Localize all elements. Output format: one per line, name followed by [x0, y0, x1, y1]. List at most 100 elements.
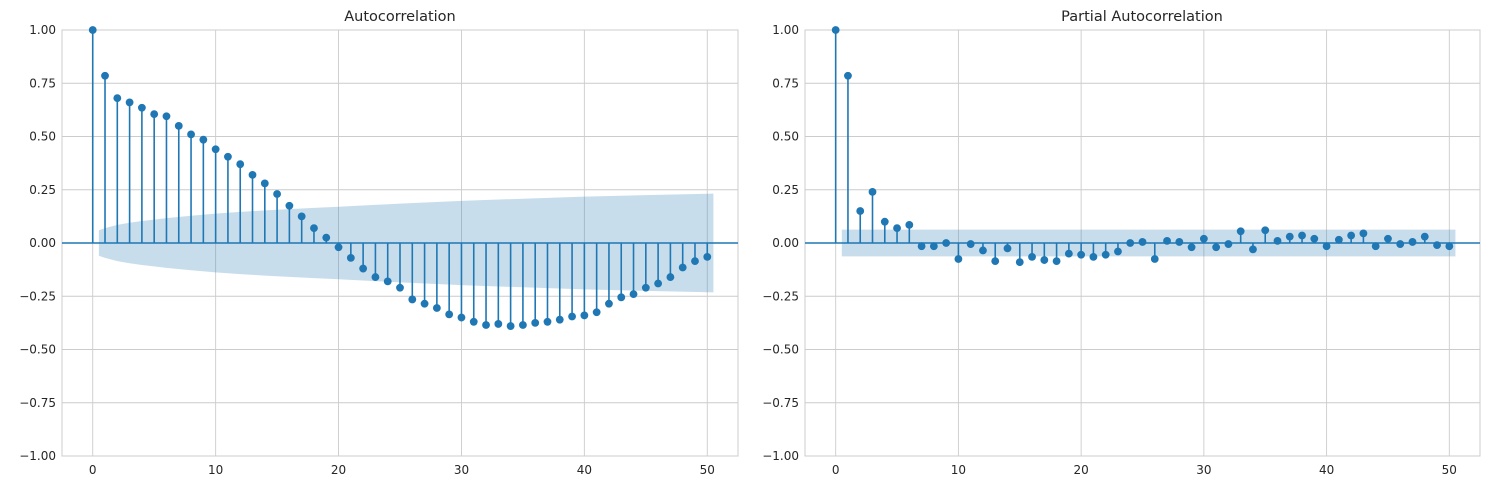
pacf-point-lag-3 — [868, 187, 877, 196]
acf-point-lag-2 — [113, 94, 122, 103]
acf-y-tick-label: −0.25 — [19, 289, 56, 303]
pacf-point-lag-47 — [1408, 238, 1417, 246]
acf-point-lag-33 — [494, 320, 503, 328]
acf-point-lag-37 — [543, 317, 552, 326]
pacf-point-lag-25 — [1138, 238, 1147, 246]
pacf-y-tick-label: −0.75 — [762, 396, 799, 410]
pacf-point-lag-45 — [1384, 234, 1392, 243]
acf-point-lag-11 — [224, 152, 232, 161]
pacf-point-lag-1 — [844, 71, 852, 80]
acf-y-tick-label: 0.25 — [29, 183, 56, 197]
pacf-point-lag-6 — [905, 220, 914, 229]
acf-x-tick-label: 20 — [331, 463, 346, 477]
pacf-y-tick-label: −0.50 — [762, 343, 799, 357]
pacf-point-lag-4 — [880, 217, 889, 226]
pacf-point-lag-42 — [1347, 231, 1356, 240]
pacf-point-lag-46 — [1396, 240, 1405, 248]
pacf-point-lag-49 — [1433, 241, 1441, 250]
acf-point-lag-38 — [555, 315, 564, 324]
pacf-point-lag-36 — [1273, 236, 1282, 245]
pacf-point-lag-34 — [1249, 245, 1257, 254]
acf-y-tick-label: 0.00 — [29, 236, 56, 250]
acf-point-lag-29 — [445, 310, 454, 319]
acf-point-lag-15 — [273, 190, 281, 198]
acf-point-lag-35 — [519, 321, 527, 329]
pacf-stems — [834, 30, 1451, 263]
acf-point-lag-22 — [359, 264, 368, 273]
pacf-point-lag-37 — [1285, 232, 1294, 241]
pacf-point-lag-40 — [1322, 242, 1331, 251]
acf-point-lag-20 — [334, 243, 343, 252]
pacf-point-lag-7 — [917, 242, 926, 251]
pacf-y-tick-label: 0.25 — [772, 183, 799, 197]
pacf-point-lag-14 — [1003, 244, 1012, 253]
acf-x-tick-label: 40 — [577, 463, 592, 477]
acf-markers — [88, 26, 712, 330]
pacf-point-lag-22 — [1101, 250, 1110, 259]
pacf-point-lag-10 — [954, 255, 963, 263]
pacf-point-lag-48 — [1420, 232, 1429, 241]
pacf-x-tick-label: 10 — [951, 463, 966, 477]
acf-point-lag-42 — [605, 299, 613, 308]
acf-point-lag-34 — [506, 322, 515, 330]
pacf-y-tick-label: 0.75 — [772, 76, 799, 90]
acf-point-lag-32 — [482, 321, 490, 329]
pacf-point-lag-23 — [1114, 247, 1122, 256]
acf-point-lag-44 — [629, 290, 638, 299]
pacf-y-tick-labels: −1.00 −0.75 −0.50 −0.25 0.00 0.25 0.50 0.75 1.00 — [762, 23, 799, 463]
pacf-x-tick-label: 0 — [832, 463, 840, 477]
acf-point-lag-18 — [310, 224, 318, 232]
acf-x-tick-label: 50 — [700, 463, 715, 477]
pacf-point-lag-0 — [831, 26, 840, 34]
acf-point-lag-14 — [260, 179, 269, 188]
acf-point-lag-25 — [396, 283, 404, 292]
acf-y-tick-labels: −1.00 −0.75 −0.50 −0.25 0.00 0.25 0.50 0.75 1.00 — [19, 23, 56, 463]
acf-point-lag-39 — [568, 312, 576, 321]
acf-point-lag-19 — [322, 233, 331, 242]
acf-point-lag-45 — [641, 283, 650, 292]
pacf-point-lag-26 — [1150, 255, 1159, 263]
pacf-point-lag-35 — [1261, 226, 1270, 235]
acf-point-lag-27 — [420, 299, 429, 308]
acf-point-lag-50 — [703, 252, 712, 261]
acf-point-lag-26 — [408, 295, 417, 304]
acf-panel: Autocorrelation −1.00 −0.75 −0.50 −0.25 0.00… — [19, 9, 739, 477]
acf-point-lag-5 — [150, 110, 159, 119]
acf-x-tick-labels: 0 10 20 30 40 50 — [89, 463, 715, 477]
pacf-y-tick-label: 0.00 — [772, 236, 799, 250]
pacf-point-lag-18 — [1052, 257, 1061, 266]
acf-point-lag-31 — [469, 317, 478, 326]
acf-point-lag-16 — [285, 201, 294, 210]
acf-y-tick-label: −0.50 — [19, 343, 56, 357]
pacf-panel: Partial Autocorrelation −1.00−0.75−0.50−… — [762, 9, 1481, 477]
acf-point-lag-48 — [678, 263, 687, 272]
acf-point-lag-40 — [580, 311, 589, 320]
pacf-point-lag-41 — [1334, 235, 1343, 244]
pacf-y-tick-label: 1.00 — [772, 23, 799, 37]
acf-point-lag-6 — [162, 112, 171, 121]
acf-y-tick-label: 0.75 — [29, 76, 56, 90]
pacf-point-lag-30 — [1199, 234, 1208, 243]
acf-y-tick-label: −1.00 — [19, 449, 56, 463]
pacf-point-lag-5 — [893, 224, 901, 232]
acf-point-lag-28 — [432, 304, 441, 312]
acf-point-lag-30 — [457, 313, 466, 322]
acf-point-lag-7 — [174, 121, 183, 130]
acf-stems — [91, 30, 709, 327]
pacf-point-lag-27 — [1163, 236, 1171, 245]
pacf-point-lag-21 — [1089, 252, 1098, 261]
acf-point-lag-43 — [617, 293, 626, 302]
acf-point-lag-41 — [592, 308, 601, 317]
pacf-y-tick-label: 0.50 — [772, 130, 799, 144]
pacf-point-lag-32 — [1224, 240, 1233, 248]
acf-x-tick-label: 30 — [454, 463, 469, 477]
pacf-point-lag-19 — [1064, 249, 1073, 258]
pacf-x-tick-labels: 0 10 20 30 40 50 — [832, 463, 1457, 477]
acf-point-lag-4 — [137, 103, 146, 112]
pacf-x-tick-label: 20 — [1073, 463, 1088, 477]
acf-x-tick-label: 10 — [208, 463, 223, 477]
pacf-y-tick-label: −1.00 — [762, 449, 799, 463]
pacf-point-lag-44 — [1371, 242, 1380, 251]
acf-point-lag-17 — [297, 212, 306, 221]
